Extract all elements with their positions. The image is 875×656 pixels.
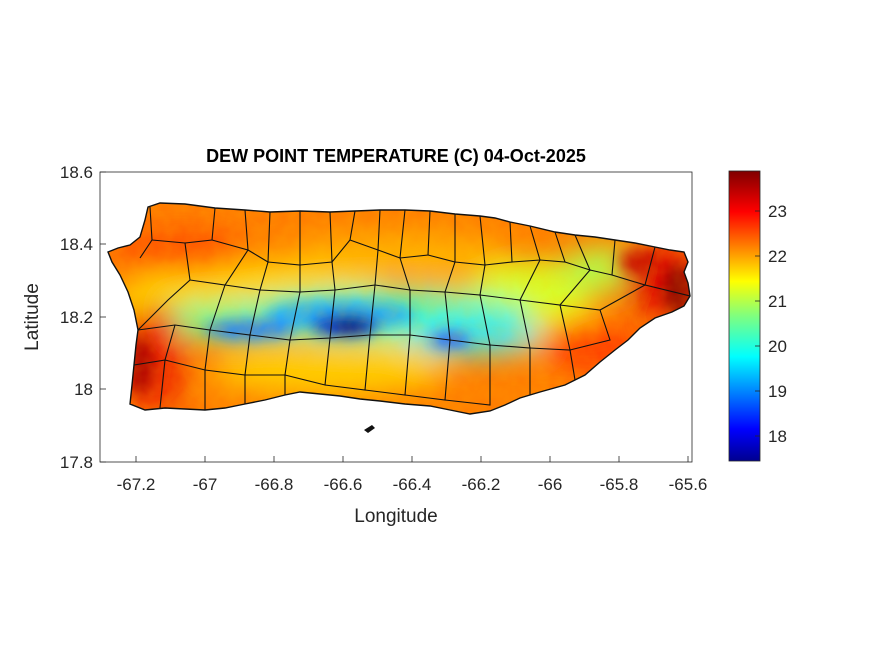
y-axis-label: Latitude bbox=[22, 283, 43, 351]
colorbar-gradient bbox=[728, 170, 761, 462]
y-tick-label: 17.8 bbox=[60, 453, 93, 472]
y-axis bbox=[100, 171, 106, 463]
colorbar-tick-label: 18 bbox=[768, 427, 787, 446]
y-tick-label: 18.4 bbox=[60, 235, 93, 254]
y-tick-label: 18.2 bbox=[60, 308, 93, 327]
x-tick-label: -65.8 bbox=[600, 475, 639, 494]
y-tick-label: 18 bbox=[74, 380, 93, 399]
municipality-boundaries bbox=[133, 206, 690, 410]
x-axis-label: Longitude bbox=[354, 506, 437, 527]
x-tick-label: -66.6 bbox=[324, 475, 363, 494]
colorbar-tick-label: 20 bbox=[768, 337, 787, 356]
chart-title: DEW POINT TEMPERATURE (C) 04-Oct-2025 bbox=[206, 146, 586, 166]
x-tick-label: -66.8 bbox=[255, 475, 294, 494]
x-tick-label: -66.2 bbox=[462, 475, 501, 494]
x-tick-label: -67 bbox=[193, 475, 218, 494]
colorbar-tick-label: 21 bbox=[768, 292, 787, 311]
colorbar-tick-label: 23 bbox=[768, 202, 787, 221]
colorbar-tick-label: 22 bbox=[768, 247, 787, 266]
island-coastline bbox=[107, 202, 691, 415]
y-tick-label: 18.6 bbox=[60, 163, 93, 182]
x-tick-label: -66.4 bbox=[393, 475, 432, 494]
small-islet bbox=[364, 425, 375, 433]
colorbar: 23 22 21 20 19 18 bbox=[728, 170, 787, 462]
x-tick-label: -67.2 bbox=[117, 475, 156, 494]
x-axis bbox=[135, 456, 689, 462]
x-tick-label: -65.6 bbox=[669, 475, 708, 494]
colorbar-tick-label: 19 bbox=[768, 382, 787, 401]
x-tick-label: -66 bbox=[538, 475, 563, 494]
